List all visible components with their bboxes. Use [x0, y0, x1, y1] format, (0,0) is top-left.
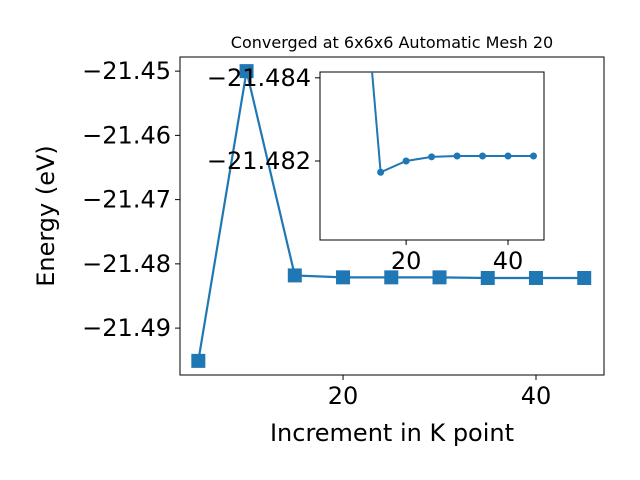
- marker: [377, 168, 385, 176]
- x-tick-label: 40: [521, 382, 552, 410]
- marker: [191, 353, 206, 368]
- y-tick-label: −21.482: [207, 147, 311, 175]
- x-tick-label: 20: [328, 382, 359, 410]
- plot-area: [371, 72, 538, 176]
- marker: [428, 153, 436, 161]
- x-tick-label: 40: [493, 247, 524, 275]
- y-axis-label: Energy (eV): [32, 145, 60, 287]
- marker: [530, 152, 538, 160]
- marker: [239, 64, 254, 79]
- marker: [287, 268, 302, 283]
- marker: [528, 270, 543, 285]
- marker: [336, 270, 351, 285]
- marker: [577, 270, 592, 285]
- marker: [480, 270, 495, 285]
- marker: [384, 270, 399, 285]
- series-line: [371, 72, 534, 174]
- y-tick-label: −21.48: [82, 250, 171, 278]
- marker: [479, 152, 487, 160]
- marker: [453, 152, 461, 160]
- chart-title: Converged at 6x6x6 Automatic Mesh 20: [231, 33, 553, 52]
- marker: [432, 270, 447, 285]
- y-tick-label: −21.46: [82, 121, 171, 149]
- marker: [504, 152, 512, 160]
- plot-area: [191, 64, 592, 368]
- y-tick-label: −21.49: [82, 314, 171, 342]
- y-tick-label: −21.484: [207, 64, 311, 92]
- x-tick-label: 20: [391, 247, 422, 275]
- y-tick-label: −21.47: [82, 186, 171, 214]
- x-axis-label: Increment in K point: [270, 419, 514, 447]
- marker: [402, 157, 410, 165]
- y-tick-label: −21.45: [82, 57, 171, 85]
